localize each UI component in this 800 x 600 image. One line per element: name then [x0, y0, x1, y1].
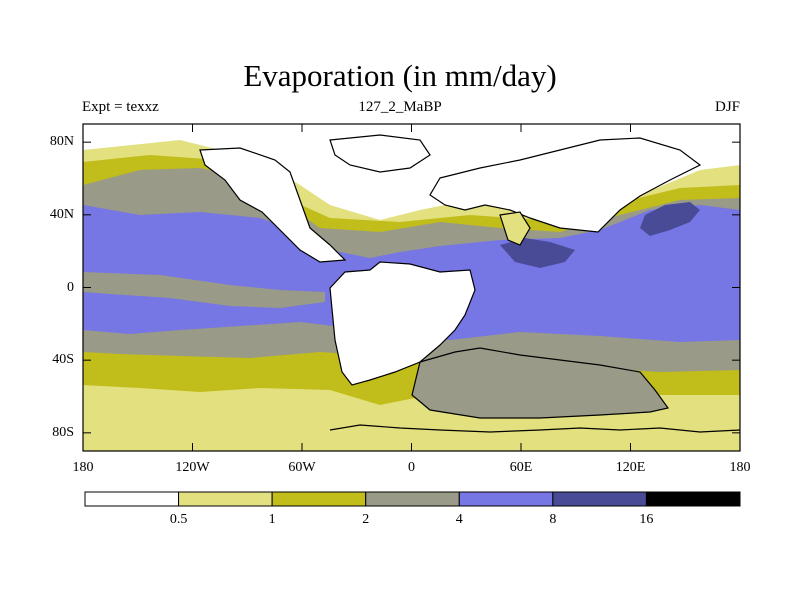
land-eurasia [429, 137, 702, 233]
x-tick-label: 60E [509, 460, 533, 475]
colorbar-swatch [552, 491, 647, 507]
colorbar-swatch [178, 491, 273, 507]
colorbar-label: 0.5 [169, 512, 188, 527]
evaporation-field [83, 124, 740, 451]
period-label: 127_2_MaBP [358, 99, 442, 115]
x-tick-label: 180 [729, 460, 751, 475]
land-india [499, 211, 531, 246]
colorbar-label: 16 [639, 512, 654, 527]
x-tick-label: 0 [408, 460, 415, 475]
band-2-4-cold-tongue [83, 272, 325, 308]
y-tick-label: 40S [52, 352, 74, 368]
colorbar-swatch [645, 491, 741, 507]
axis-ticks [82, 124, 741, 451]
season-label: DJF [714, 99, 740, 115]
land-antarctic-fringe [329, 424, 740, 433]
colorbar-label: 4 [455, 512, 463, 527]
experiment-label: Expt = texxz [82, 99, 159, 115]
land-africa [411, 347, 670, 419]
colorbar-swatch [84, 491, 180, 507]
band-8-16-kuroshio [640, 202, 700, 236]
land-greenland [329, 134, 431, 173]
land-north-america [199, 147, 347, 263]
y-tick-label: 0 [67, 279, 74, 295]
band-8-16-indian [500, 238, 575, 268]
x-tick-label: 60W [288, 460, 316, 475]
colorbar-label: 2 [362, 512, 370, 527]
x-tick-label: 180 [72, 460, 94, 475]
colorbar-swatch [365, 491, 460, 507]
colorbar-label: 8 [549, 512, 557, 527]
y-tick-label: 80S [52, 424, 74, 440]
y-tick-label: 80N [49, 134, 74, 150]
colorbar-label: 1 [268, 512, 276, 527]
y-tick-label: 40N [49, 206, 74, 222]
x-tick-label: 120E [615, 460, 646, 475]
colorbar [84, 491, 741, 507]
chart-title: Evaporation (in mm/day) [243, 58, 557, 93]
land-south-america [329, 261, 476, 386]
colorbar-swatch [271, 491, 367, 507]
x-tick-label: 120W [175, 460, 210, 475]
colorbar-swatch [458, 491, 554, 507]
